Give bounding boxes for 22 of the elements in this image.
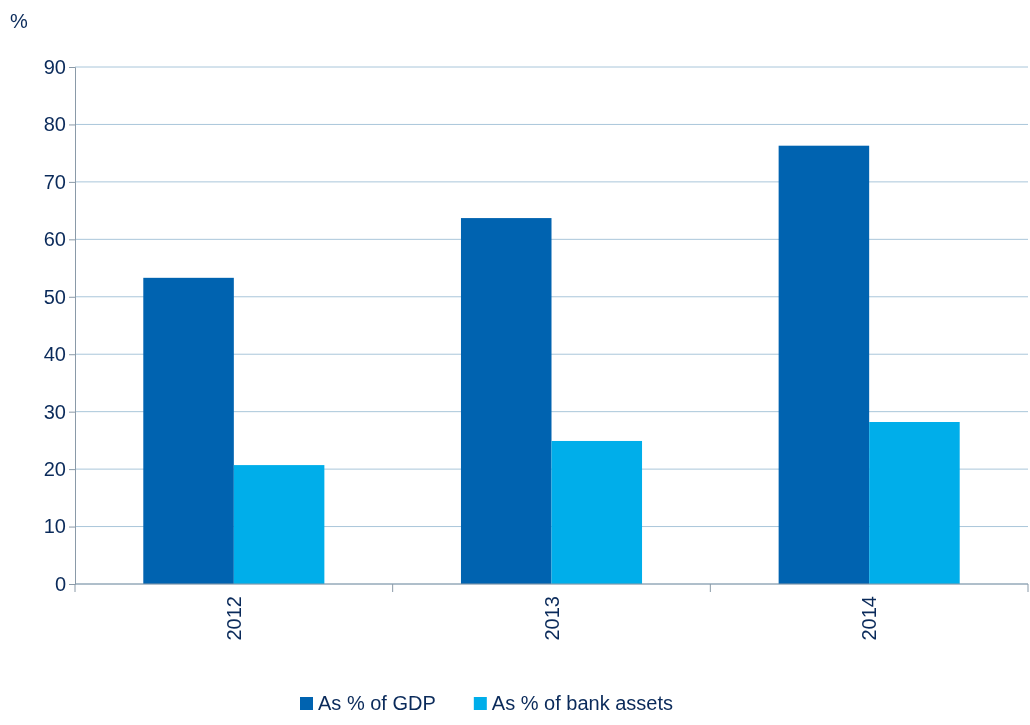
y-tick-label: 40 — [43, 343, 66, 366]
bar — [460, 218, 552, 584]
bar — [143, 277, 234, 584]
y-tick-label: 70 — [43, 170, 66, 193]
x-tick-label: 2012 — [222, 596, 245, 641]
legend-label: As % of GDP — [318, 692, 436, 714]
x-tick-label: 2013 — [540, 596, 563, 641]
legend-label: As % of bank assets — [491, 692, 674, 714]
y-tick-label: 0 — [54, 572, 66, 595]
bar — [233, 465, 325, 584]
y-tick-label: 20 — [43, 458, 66, 481]
y-tick-label: 10 — [43, 515, 66, 538]
y-tick-label: 90 — [43, 55, 66, 78]
y-tick-label: 80 — [43, 113, 66, 136]
bar — [551, 440, 643, 584]
y-tick-label: 60 — [43, 228, 66, 251]
y-tick-label: 50 — [43, 285, 66, 308]
y-tick-label: 30 — [43, 400, 66, 423]
x-tick-label: 2014 — [858, 596, 881, 641]
bar — [869, 422, 960, 584]
y-axis-title: % — [10, 10, 28, 32]
bar — [778, 145, 870, 584]
